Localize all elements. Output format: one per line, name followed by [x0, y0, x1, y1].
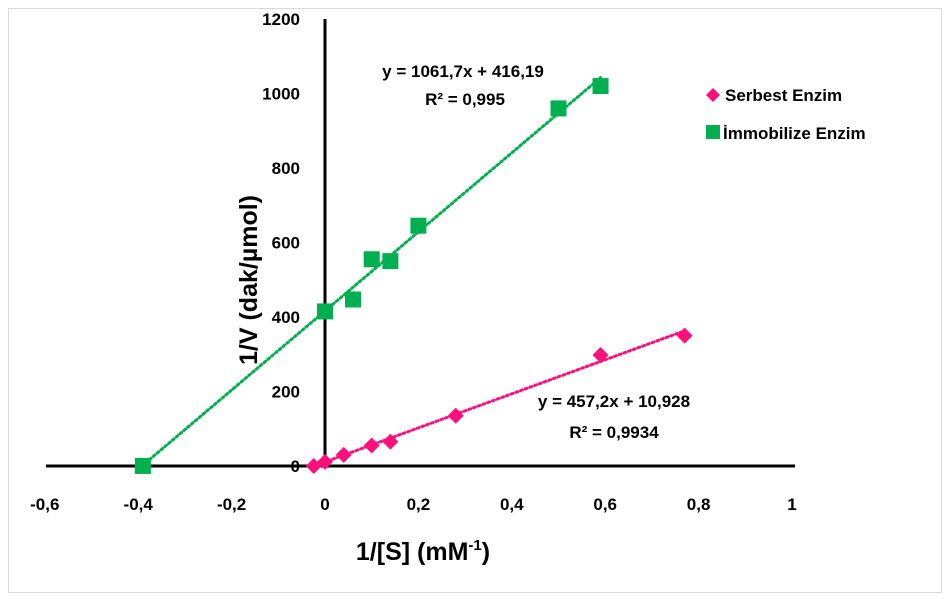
data-point-immobilize — [363, 251, 380, 268]
axes-layer — [46, 19, 795, 468]
y-tick-label: 0 — [291, 457, 300, 476]
data-point-immobilize — [550, 100, 567, 117]
r2-serbest: R² = 0,9934 — [569, 423, 659, 442]
chart-frame — [8, 8, 942, 593]
equation-serbest: y = 457,2x + 10,928 — [538, 392, 690, 411]
y-tick-label: 400 — [272, 308, 300, 327]
y-tick-label: 1000 — [262, 85, 300, 104]
y-tick-label: 200 — [272, 383, 300, 402]
legend-label-serbest: Serbest Enzim — [725, 86, 842, 105]
x-axis-title-close: ) — [482, 538, 490, 566]
data-point-immobilize — [345, 291, 362, 308]
x-tick-label: 0,6 — [593, 495, 617, 514]
legend-item-serbest: Serbest Enzim — [706, 86, 842, 105]
data-point-immobilize — [382, 253, 399, 270]
x-tick-label: 0,2 — [407, 495, 431, 514]
legend: Serbest Enzim İmmobilize Enzim — [706, 86, 866, 143]
legend-marker-serbest — [706, 88, 720, 102]
legend-item-immobilize: İmmobilize Enzim — [706, 124, 866, 143]
equation-immobilize: y = 1061,7x + 416,19 — [382, 62, 544, 81]
x-tick-label: -0,6 — [30, 495, 59, 514]
y-tick-label: 1200 — [262, 10, 300, 29]
data-point-serbest — [335, 446, 352, 463]
data-point-serbest — [382, 433, 399, 450]
data-point-serbest — [676, 327, 693, 344]
legend-marker-immobilize — [706, 125, 720, 139]
data-point-serbest — [317, 453, 333, 470]
axis-titles: 1/V (dak/µmol) 1/[S] (mM-1) — [235, 195, 490, 566]
points-layer — [134, 78, 693, 474]
data-point-immobilize — [134, 458, 151, 474]
data-point-serbest — [592, 346, 609, 363]
x-tick-label: 0 — [320, 495, 329, 514]
data-point-immobilize — [410, 217, 427, 234]
legend-label-immobilize: İmmobilize Enzim — [723, 124, 866, 143]
trendline-immobilize — [140, 76, 603, 468]
x-axis-title-superscript: -1 — [468, 537, 481, 554]
y-axis-title: 1/V (dak/µmol) — [235, 195, 263, 365]
labels-layer: y = 1061,7x + 416,19 R² = 0,995 y = 457,… — [382, 62, 690, 442]
x-tick-label: -0,2 — [217, 495, 246, 514]
r2-immobilize: R² = 0,995 — [425, 90, 505, 109]
ticks-layer: -0,6 -0,4 -0,2 0 0,2 0,4 0,6 0,8 1 0 200 400 600 800 1… — [30, 10, 797, 514]
x-tick-label: 0,4 — [500, 495, 524, 514]
y-tick-label: 800 — [272, 159, 300, 178]
x-tick-label: 0,8 — [687, 495, 711, 514]
y-tick-label: 600 — [272, 234, 300, 253]
data-point-immobilize — [317, 303, 333, 320]
data-point-serbest — [447, 407, 464, 424]
x-axis-title: 1/[S] (mM-1) — [356, 537, 490, 566]
x-tick-label: -0,4 — [124, 495, 154, 514]
x-tick-label: 1 — [787, 495, 796, 514]
data-point-immobilize — [592, 78, 609, 95]
x-axis-title-main: 1/[S] (mM — [356, 538, 469, 566]
data-point-serbest — [363, 437, 380, 454]
